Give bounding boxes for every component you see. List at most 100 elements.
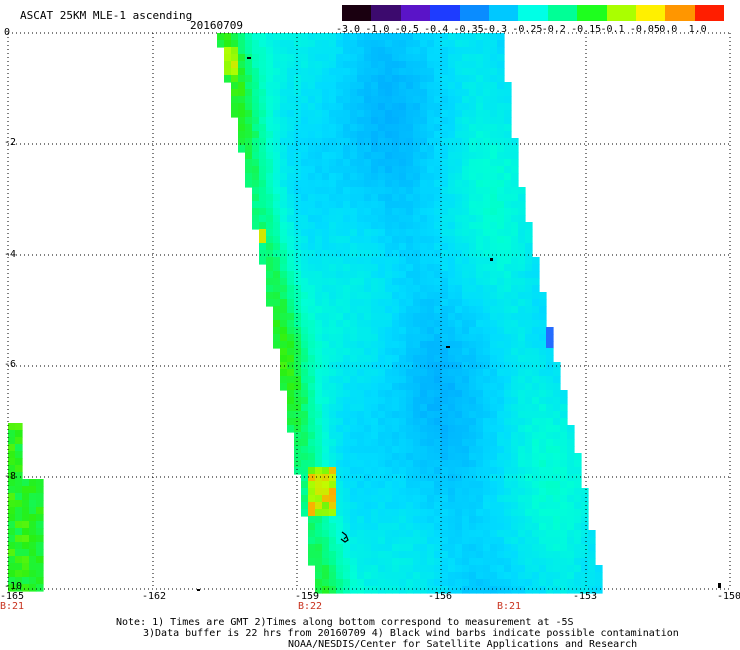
swath-cell <box>518 516 526 524</box>
swath-cell <box>497 194 505 202</box>
swath-cell <box>504 103 512 111</box>
swath-cell <box>392 250 400 258</box>
swath-cell <box>350 47 358 55</box>
swath-cell <box>497 376 505 384</box>
swath-cell <box>378 131 386 139</box>
swath-cell <box>385 194 393 202</box>
swath-cell <box>294 299 302 307</box>
swath-cell <box>364 453 372 461</box>
swath-cell <box>497 390 505 398</box>
swath-cell <box>343 362 351 370</box>
swath-cell <box>238 75 246 83</box>
swath-cell <box>301 47 309 55</box>
swath-cell <box>546 397 554 405</box>
swath-cell <box>497 201 505 209</box>
swath-cell <box>364 397 372 405</box>
swath-cell <box>385 250 393 258</box>
swath-cell <box>392 40 400 48</box>
swath-cell <box>371 33 379 41</box>
swath-cell <box>392 187 400 195</box>
swath-cell <box>266 187 274 195</box>
swath-cell <box>448 404 456 412</box>
swath-cell <box>476 271 484 279</box>
swath-cell <box>378 418 386 426</box>
swath-cell <box>462 208 470 216</box>
swath-cell <box>385 89 393 97</box>
swath-cell <box>469 474 477 482</box>
swath-cell <box>434 495 442 503</box>
swath-cell <box>364 299 372 307</box>
swath-cell <box>497 103 505 111</box>
swath-cell <box>497 334 505 342</box>
swath-cell <box>553 537 561 545</box>
swath-cell <box>364 460 372 468</box>
swath-cell <box>364 124 372 132</box>
swath-cell <box>392 96 400 104</box>
swath-cell <box>399 467 407 475</box>
swath-cell <box>308 68 316 76</box>
swath-cell <box>231 89 239 97</box>
swath-cell <box>532 474 540 482</box>
swath-cell <box>546 586 554 594</box>
swath-cell <box>280 222 288 230</box>
swath-cell <box>266 222 274 230</box>
swath-cell <box>392 229 400 237</box>
swath-cell <box>462 320 470 328</box>
swath-cell <box>343 432 351 440</box>
swath-cell <box>525 509 533 517</box>
swath-cell <box>329 54 337 62</box>
swath-cell <box>336 68 344 76</box>
swath-cell <box>427 369 435 377</box>
swath-cell <box>455 397 463 405</box>
swath-cell <box>497 89 505 97</box>
swath-cell <box>29 549 37 557</box>
swath-cell <box>301 460 309 468</box>
swath-cell <box>441 187 449 195</box>
swath-cell <box>490 320 498 328</box>
swath-cell <box>462 40 470 48</box>
swath-cell <box>532 271 540 279</box>
swath-cell <box>350 166 358 174</box>
swath-cell <box>553 390 561 398</box>
swath-cell <box>308 453 316 461</box>
swath-cell <box>315 236 323 244</box>
swath-cell <box>406 551 414 559</box>
swath-cell <box>490 131 498 139</box>
swath-cell <box>462 481 470 489</box>
swath-cell <box>364 551 372 559</box>
swath-cell <box>441 411 449 419</box>
swath-cell <box>441 131 449 139</box>
swath-cell <box>413 474 421 482</box>
swath-cell <box>252 201 260 209</box>
swath-cell <box>392 82 400 90</box>
swath-cell <box>420 320 428 328</box>
swath-cell <box>560 565 568 573</box>
swath-cell <box>483 152 491 160</box>
swath-cell <box>15 423 23 431</box>
swath-cell <box>441 537 449 545</box>
swath-cell <box>301 481 309 489</box>
swath-cell <box>294 159 302 167</box>
swath-cell <box>469 502 477 510</box>
swath-cell <box>546 558 554 566</box>
swath-cell <box>308 404 316 412</box>
swath-cell <box>364 558 372 566</box>
colorbar-label: -1.0 <box>365 24 390 35</box>
swath-cell <box>336 54 344 62</box>
swath-cell <box>273 208 281 216</box>
swath-cell <box>280 348 288 356</box>
swath-cell <box>15 528 23 536</box>
swath-cell <box>252 110 260 118</box>
swath-cell <box>518 369 526 377</box>
swath-cell <box>8 514 16 522</box>
swath-cell <box>364 586 372 594</box>
swath-cell <box>462 418 470 426</box>
colorbar-swatch <box>488 5 519 21</box>
swath-cell <box>420 481 428 489</box>
swath-cell <box>511 572 519 580</box>
swath-cell <box>322 355 330 363</box>
swath-cell <box>315 523 323 531</box>
swath-cell <box>469 278 477 286</box>
swath-cell <box>308 271 316 279</box>
swath-cell <box>336 180 344 188</box>
